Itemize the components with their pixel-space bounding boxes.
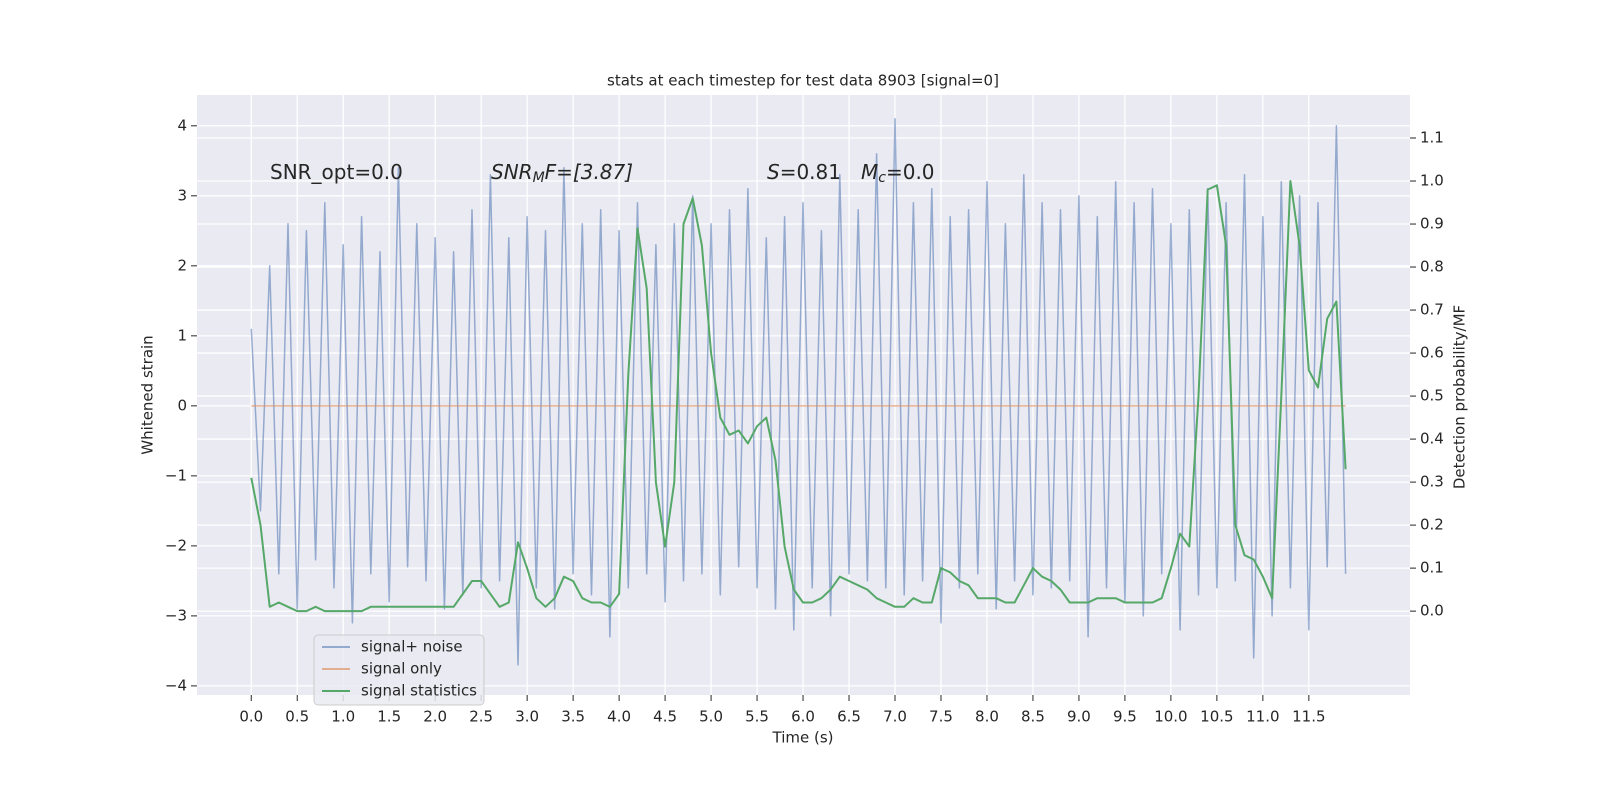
x-tick-label: 9.0 (1067, 708, 1091, 726)
y2-axis-label: Detection probability/MF (1451, 305, 1469, 489)
x-tick-label: 5.5 (745, 708, 769, 726)
x-tick-label: 10.0 (1154, 708, 1187, 726)
y2-tick-label: 0.8 (1420, 258, 1444, 276)
x-tick-label: 1.0 (331, 708, 355, 726)
y-tick-label: −3 (165, 606, 187, 624)
y-tick-label: 0 (177, 396, 187, 414)
x-tick-label: 2.0 (423, 708, 447, 726)
x-tick-label: 7.0 (883, 708, 907, 726)
x-tick-label: 8.5 (1021, 708, 1045, 726)
x-tick-label: 9.5 (1113, 708, 1137, 726)
y2-tick-label: 0.6 (1420, 344, 1444, 362)
y-tick-label: 3 (177, 186, 187, 204)
x-tick-label: 3.0 (515, 708, 539, 726)
x-tick-label: 4.0 (607, 708, 631, 726)
x-tick-label: 7.5 (929, 708, 953, 726)
y2-tick-label: 0.7 (1420, 301, 1444, 319)
chart-title: stats at each timestep for test data 890… (607, 72, 999, 90)
annotation: S=0.81 Mc=0.0 (767, 160, 935, 187)
y2-tick-label: 0.0 (1420, 602, 1444, 620)
series-line (250, 180, 1347, 613)
x-tick-label: 3.5 (561, 708, 585, 726)
y2-tick-label: 0.9 (1420, 215, 1444, 233)
y2-tick-label: 1.0 (1420, 172, 1444, 190)
x-tick-label: 4.5 (653, 708, 677, 726)
x-tick-label: 0.5 (285, 708, 309, 726)
y2-tick-label: 0.3 (1420, 473, 1444, 491)
legend-label: signal+ noise (361, 638, 463, 656)
legend-label: signal statistics (361, 682, 477, 700)
x-tick-label: 2.5 (469, 708, 493, 726)
x-tick-label: 5.0 (699, 708, 723, 726)
x-tick-label: 11.5 (1292, 708, 1325, 726)
annotation: SNR_opt=0.0 (270, 160, 403, 184)
y2-tick-label: 1.1 (1420, 129, 1444, 147)
y2-tick-label: 0.2 (1420, 516, 1444, 534)
y-tick-label: 4 (177, 116, 187, 134)
x-tick-label: 6.5 (837, 708, 861, 726)
y2-tick-label: 0.5 (1420, 387, 1444, 405)
y2-tick-label: 0.1 (1420, 559, 1444, 577)
y-tick-label: 2 (177, 256, 187, 274)
x-tick-label: 0.0 (239, 708, 263, 726)
x-axis-label: Time (s) (772, 729, 834, 747)
y-tick-label: −1 (165, 466, 187, 484)
x-tick-label: 8.0 (975, 708, 999, 726)
x-tick-label: 6.0 (791, 708, 815, 726)
y-axis-label: Whitened strain (139, 335, 157, 454)
x-tick-label: 11.0 (1246, 708, 1279, 726)
y-tick-label: 1 (177, 326, 187, 344)
x-tick-label: 10.5 (1200, 708, 1233, 726)
y-tick-label: −4 (165, 676, 187, 694)
y2-tick-label: 0.4 (1420, 430, 1444, 448)
series-line (250, 118, 1347, 666)
x-tick-label: 1.5 (377, 708, 401, 726)
annotation: SNRMF=[3.87] (491, 160, 633, 187)
y-tick-label: −2 (165, 536, 187, 554)
legend-box (313, 634, 485, 706)
legend-label: signal only (361, 660, 442, 678)
